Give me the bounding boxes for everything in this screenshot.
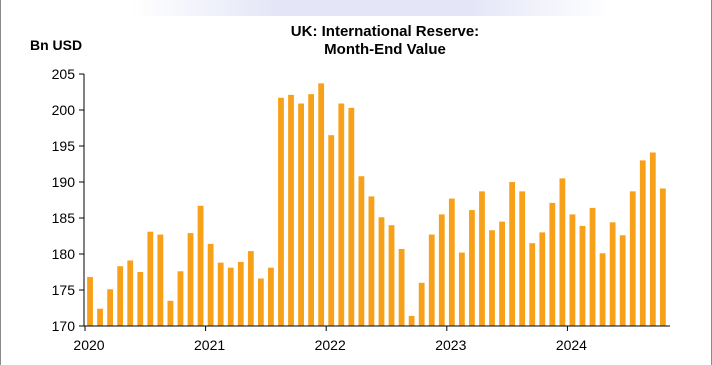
bar (458, 252, 465, 326)
bar (117, 266, 124, 326)
bar (509, 182, 516, 326)
bar (589, 207, 596, 326)
bar (338, 103, 345, 327)
bar (378, 217, 385, 326)
bar (529, 243, 536, 326)
bar (559, 178, 566, 326)
bar (87, 277, 93, 326)
bar (569, 214, 576, 326)
bar (237, 261, 244, 326)
bar (398, 248, 405, 326)
bar (348, 107, 355, 326)
bar (408, 315, 415, 326)
bar (368, 196, 375, 326)
y-tick-label: 205 (52, 66, 76, 82)
bar (619, 235, 626, 326)
axes (83, 74, 670, 327)
x-tick-label: 2024 (556, 337, 587, 353)
y-tick-label: 185 (52, 210, 76, 226)
bar (217, 262, 224, 326)
x-tick-label: 2021 (194, 337, 225, 353)
bar (629, 191, 636, 326)
bar (137, 272, 144, 326)
y-tick-label: 180 (52, 246, 76, 262)
bar (358, 176, 365, 326)
bar (639, 160, 646, 326)
bar (539, 232, 546, 326)
bar (167, 300, 174, 326)
bar (107, 289, 114, 326)
bar (97, 308, 103, 326)
bar (549, 202, 556, 326)
bar (177, 271, 184, 326)
bar (448, 198, 455, 326)
bar (489, 230, 495, 326)
chart-title-line-2: Month-End Value (324, 41, 446, 58)
bar (318, 83, 325, 326)
bar (288, 94, 294, 326)
bar (187, 233, 194, 326)
bar (268, 267, 274, 326)
bar (519, 191, 526, 326)
bar (599, 253, 606, 326)
bar (609, 222, 616, 326)
chart-title-line-1: UK: International Reserve: (291, 23, 479, 40)
bar (659, 188, 666, 326)
y-tick-label: 200 (52, 102, 76, 118)
bar (418, 282, 425, 326)
y-axis: 170 175 180 185 190 195 200 205 (52, 66, 84, 334)
bar (479, 191, 485, 326)
bar (428, 234, 435, 326)
y-tick-label: 190 (52, 174, 76, 190)
bar (298, 103, 304, 327)
x-tick-label: 2022 (315, 337, 346, 353)
y-tick-label: 195 (52, 138, 76, 154)
bar (388, 225, 395, 326)
bar (197, 205, 204, 326)
x-tick-label: 2020 (73, 337, 104, 353)
y-axis-unit-label: Bn USD (30, 37, 82, 53)
y-tick-label: 170 (52, 318, 76, 334)
bar (257, 278, 264, 326)
bar (127, 260, 134, 326)
bar (469, 210, 475, 326)
bar (157, 234, 164, 326)
top-decorative-strip (132, 0, 612, 16)
bar (499, 221, 505, 326)
bar (207, 243, 214, 326)
x-tick-label: 2023 (435, 337, 466, 353)
bar (579, 225, 586, 326)
bar (308, 94, 315, 326)
bar (328, 135, 335, 326)
bar (649, 152, 656, 326)
bar-series (87, 83, 666, 327)
bar (278, 97, 284, 326)
bar (227, 267, 234, 326)
x-axis: 2020 2021 2022 2023 2024 (73, 326, 587, 353)
y-tick-label: 175 (52, 282, 76, 298)
bar (247, 251, 254, 326)
bar (438, 214, 445, 326)
bar (147, 231, 154, 326)
